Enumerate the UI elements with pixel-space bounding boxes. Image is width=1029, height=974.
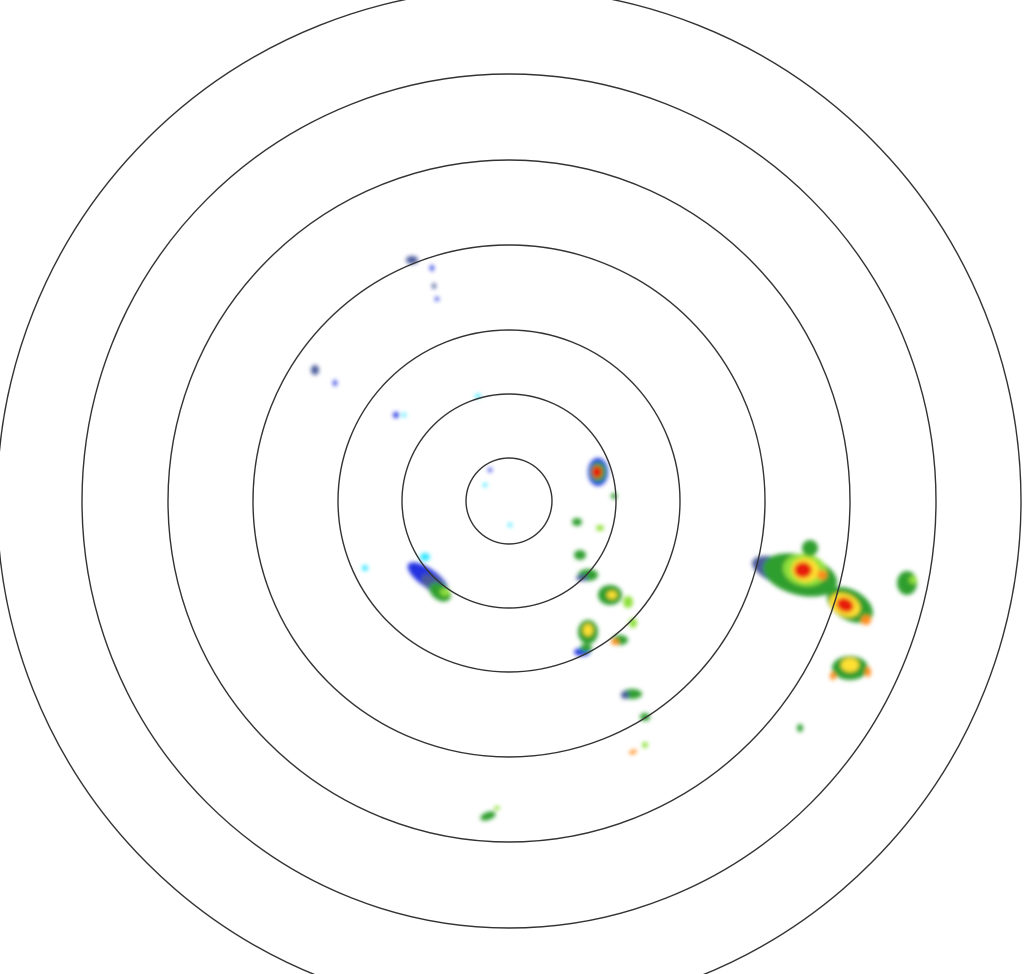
echo-moderate-high [909,576,917,584]
echo-heavy [830,672,836,680]
echo-very-light [475,394,481,398]
echo-moderate-high [494,806,500,810]
echo-very-light [420,553,430,561]
echo-high [607,591,617,599]
echo-high [841,658,859,672]
echo-light [435,297,439,301]
echo-heavy [817,570,827,580]
echo-light-grey-blue [621,691,629,699]
range-ring-6 [81,73,937,929]
range-ring-1 [465,457,553,545]
echo-moderate [480,811,496,821]
echo-moderate-high [623,596,633,608]
echo-intense [794,562,812,578]
echo-light-grey-blue [432,283,436,289]
range-ring-4 [252,244,766,758]
echo-light [333,380,337,386]
range-ring-5 [167,159,851,843]
echo-heavy [629,749,637,755]
echo-very-light [483,483,487,487]
precipitation-echoes [311,256,917,821]
echo-heavy [861,615,871,625]
echo-light-grey-blue [311,365,319,375]
echo-heavy [611,639,619,645]
echo-moderate [802,540,818,556]
echo-light [430,265,434,271]
echo-moderate [580,644,592,652]
echo-high [583,624,593,636]
echo-light-grey-blue [406,256,418,264]
echo-moderate-high [440,588,450,596]
echo-moderate [797,724,803,732]
echo-intense [592,466,602,478]
range-ring-3 [337,329,681,673]
echo-intense [836,597,854,613]
echo-moderate-high [642,742,648,748]
echo-moderate-high [596,525,604,531]
range-ring-2 [401,393,617,609]
echo-light [488,468,492,472]
echo-very-light [362,565,368,571]
echo-very-light [402,413,406,417]
echo-light [393,412,399,418]
echo-moderate [572,518,582,526]
echo-moderate [574,550,586,560]
echo-heavy [865,667,871,677]
echo-very-light [508,523,512,527]
